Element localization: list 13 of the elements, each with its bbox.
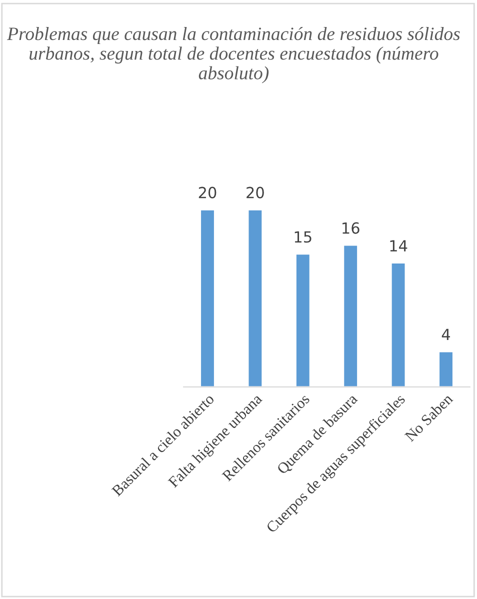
bar (200, 208, 216, 387)
bar (438, 350, 454, 387)
data-label: 20 (198, 186, 216, 198)
bar (247, 208, 264, 387)
bar (390, 262, 406, 387)
data-label: 14 (390, 240, 408, 252)
bar (342, 244, 358, 387)
bar (295, 253, 311, 387)
data-label: 15 (294, 231, 312, 243)
chart-title: Problemas que causan la contaminación de residuos sólidos urbanos, segun total de docentes encuestados (número absoluto) (7, 26, 460, 84)
data-label: 4 (442, 328, 450, 340)
data-label: 20 (246, 186, 264, 198)
data-label: 16 (342, 222, 360, 234)
